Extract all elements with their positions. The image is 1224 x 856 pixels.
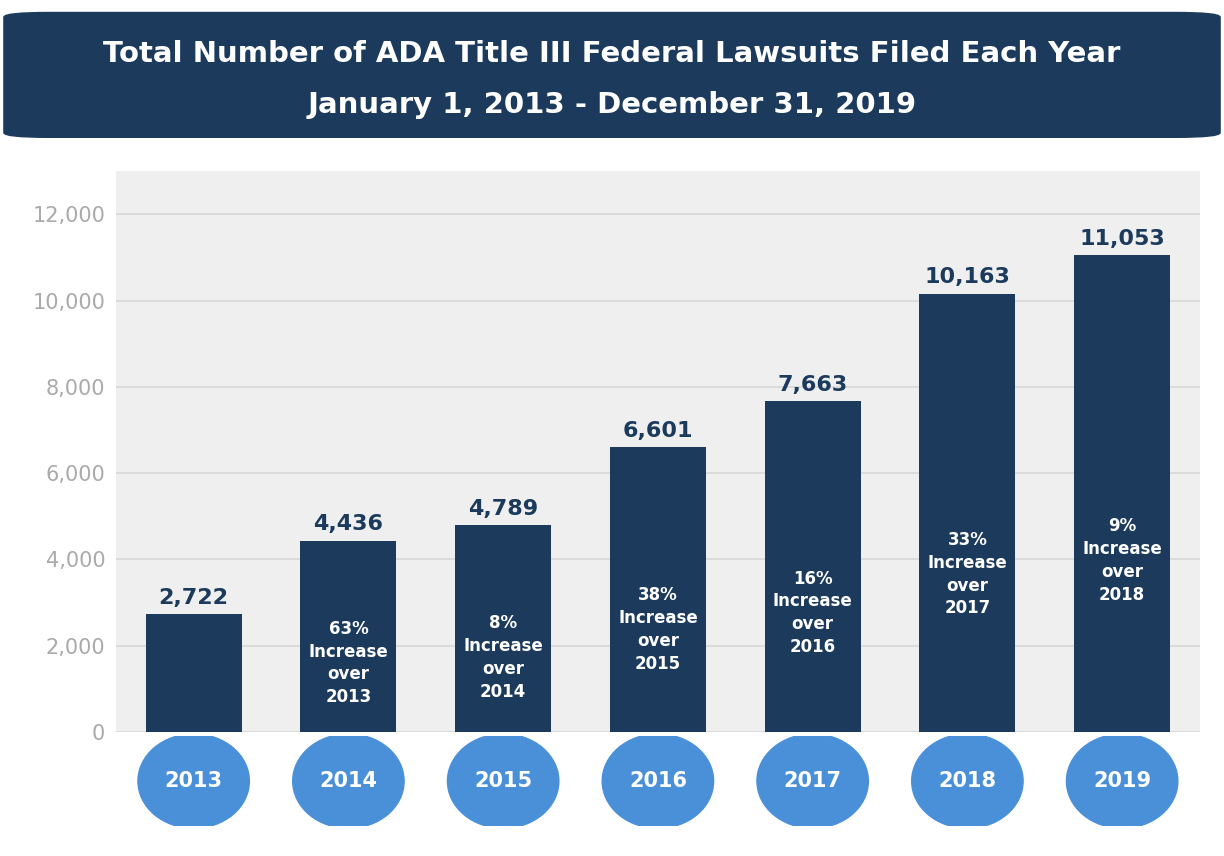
Text: 4,436: 4,436 [313,514,383,534]
Bar [919,294,1016,732]
Text: 16%
Increase
over
2016: 16% Increase over 2016 [772,569,853,657]
Ellipse shape [756,734,868,829]
Text: 10,163: 10,163 [924,267,1010,287]
Text: 6,601: 6,601 [623,420,693,441]
Text: 2018: 2018 [939,771,996,791]
Text: 2016: 2016 [629,771,687,791]
Text: 4,789: 4,789 [468,499,539,519]
Text: 2017: 2017 [783,771,842,791]
Text: 63%
Increase
over
2013: 63% Increase over 2013 [308,620,388,706]
Bar [765,401,860,732]
Bar [610,447,706,732]
Bar [146,615,241,732]
Text: 8%
Increase
over
2014: 8% Increase over 2014 [463,614,543,701]
Text: 2015: 2015 [474,771,532,791]
Text: 38%
Increase
over
2015: 38% Increase over 2015 [618,586,698,673]
Ellipse shape [138,734,250,829]
Ellipse shape [602,734,714,829]
Text: 2014: 2014 [319,771,377,791]
Ellipse shape [1066,734,1177,829]
FancyBboxPatch shape [4,13,1220,137]
Text: 7,663: 7,663 [777,375,848,395]
Ellipse shape [912,734,1023,829]
Text: 2019: 2019 [1093,771,1152,791]
Text: 11,053: 11,053 [1080,229,1165,249]
Ellipse shape [293,734,404,829]
Text: 9%
Increase
over
2018: 9% Increase over 2018 [1082,517,1162,603]
Bar [300,540,397,732]
Text: 33%
Increase
over
2017: 33% Increase over 2017 [928,531,1007,617]
Bar [1075,255,1170,732]
Text: 2,722: 2,722 [159,588,229,608]
Ellipse shape [448,734,559,829]
Text: Total Number of ADA Title III Federal Lawsuits Filed Each Year: Total Number of ADA Title III Federal La… [103,40,1121,68]
Text: January 1, 2013 - December 31, 2019: January 1, 2013 - December 31, 2019 [307,91,917,119]
Text: 2013: 2013 [165,771,223,791]
Bar [455,526,551,732]
